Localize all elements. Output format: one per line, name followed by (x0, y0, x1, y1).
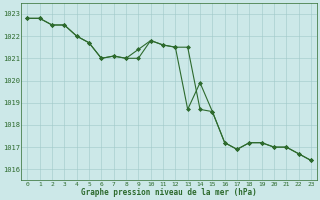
X-axis label: Graphe pression niveau de la mer (hPa): Graphe pression niveau de la mer (hPa) (81, 188, 257, 197)
